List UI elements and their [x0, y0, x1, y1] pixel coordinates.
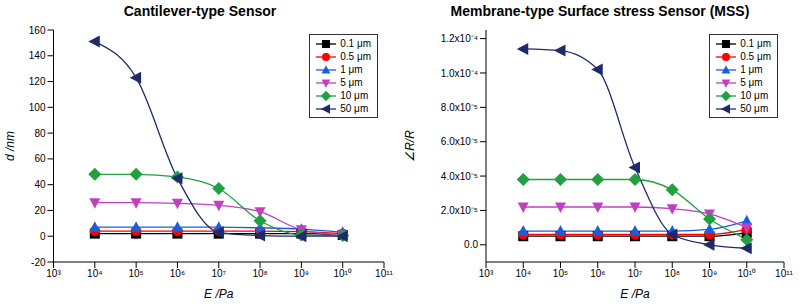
svg-text:6.0x10⁻⁵: 6.0x10⁻⁵ — [441, 136, 478, 147]
svg-text:140: 140 — [29, 50, 46, 61]
svg-text:10⁵: 10⁵ — [553, 268, 568, 279]
html-text:1 μm: 1 μm — [740, 64, 763, 75]
svg-text:10¹⁰: 10¹⁰ — [333, 268, 351, 279]
svg-text:120: 120 — [29, 76, 46, 87]
svg-text:60: 60 — [34, 153, 46, 164]
html-text:Cantilever-type Sensor: Cantilever-type Sensor — [123, 3, 277, 19]
svg-text:0: 0 — [40, 231, 46, 242]
svg-text:8.0x10⁻⁵: 8.0x10⁻⁵ — [441, 102, 478, 113]
html-text:10 μm: 10 μm — [740, 90, 769, 101]
svg-text:10⁷: 10⁷ — [628, 268, 643, 279]
svg-text:1.2x10⁻⁴: 1.2x10⁻⁴ — [441, 33, 478, 44]
svg-text:80: 80 — [34, 128, 46, 139]
svg-text:10¹⁰: 10¹⁰ — [738, 268, 756, 279]
html-text:50 μm: 50 μm — [340, 103, 369, 114]
svg-text:10⁹: 10⁹ — [294, 268, 309, 279]
svg-text:-20: -20 — [31, 257, 46, 268]
svg-text:2.0x10⁻⁵: 2.0x10⁻⁵ — [441, 205, 478, 216]
html-text:50 μm: 50 μm — [740, 103, 769, 114]
html-text:0.5 μm: 0.5 μm — [740, 51, 771, 62]
svg-text:0.0: 0.0 — [464, 239, 478, 250]
html-text:5 μm: 5 μm — [740, 77, 763, 88]
svg-text:E /Pa: E /Pa — [204, 287, 234, 301]
svg-text:10⁶: 10⁶ — [170, 268, 185, 279]
svg-text:10³: 10³ — [479, 268, 494, 279]
svg-text:∠R/R: ∠R/R — [403, 130, 417, 162]
svg-text:10⁹: 10⁹ — [702, 268, 717, 279]
html-text:Membrane-type Surface stress S: Membrane-type Surface stress Sensor (MSS… — [450, 3, 750, 19]
svg-text:40: 40 — [34, 179, 46, 190]
html-text:0.5 μm: 0.5 μm — [340, 51, 371, 62]
svg-text:10¹¹: 10¹¹ — [375, 268, 393, 279]
html-text:5 μm: 5 μm — [340, 77, 363, 88]
svg-text:1.0x10⁻⁴: 1.0x10⁻⁴ — [441, 68, 478, 79]
svg-text:10⁸: 10⁸ — [252, 268, 267, 279]
svg-text:20: 20 — [34, 205, 46, 216]
svg-text:160: 160 — [29, 25, 46, 36]
html-text:10 μm: 10 μm — [340, 90, 369, 101]
svg-text:d /nm: d /nm — [3, 131, 17, 161]
svg-text:E /Pa: E /Pa — [620, 287, 650, 301]
svg-text:10⁸: 10⁸ — [665, 268, 680, 279]
svg-text:10⁷: 10⁷ — [211, 268, 226, 279]
svg-text:10⁶: 10⁶ — [590, 268, 605, 279]
svg-text:10⁴: 10⁴ — [516, 268, 531, 279]
html-text:0.1 μm: 0.1 μm — [740, 38, 771, 49]
svg-text:10¹¹: 10¹¹ — [775, 268, 793, 279]
html-text:1 μm: 1 μm — [340, 64, 363, 75]
svg-text:10³: 10³ — [46, 268, 61, 279]
svg-text:10⁵: 10⁵ — [128, 268, 143, 279]
svg-text:100: 100 — [29, 102, 46, 113]
svg-text:4.0x10⁻⁵: 4.0x10⁻⁵ — [441, 171, 478, 182]
html-text:0.1 μm: 0.1 μm — [340, 38, 371, 49]
svg-text:10⁴: 10⁴ — [87, 268, 102, 279]
